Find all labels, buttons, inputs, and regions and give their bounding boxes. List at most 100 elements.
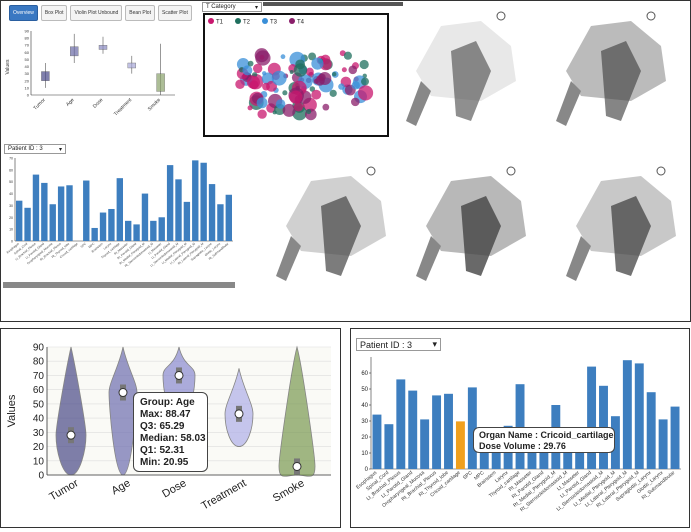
bar bbox=[66, 185, 73, 241]
category-label: Treatment bbox=[113, 97, 134, 118]
y-tick-label: 30 bbox=[9, 204, 13, 208]
anatomy-view bbox=[406, 11, 516, 126]
y-tick-label: 80 bbox=[25, 36, 30, 41]
y-tick-label: 30 bbox=[361, 419, 368, 425]
anatomy-shape bbox=[611, 196, 651, 276]
chevron-down-icon: ▾ bbox=[58, 146, 62, 153]
scatter-brush-bar[interactable] bbox=[263, 2, 403, 6]
legend-label: T4 bbox=[297, 20, 305, 26]
category-label: Tumor bbox=[47, 477, 80, 503]
scatter-point bbox=[280, 54, 286, 60]
box bbox=[98, 45, 108, 50]
y-tick-label: 40 bbox=[25, 64, 30, 69]
bar bbox=[396, 379, 406, 469]
x-tick-label: SPC bbox=[80, 241, 88, 249]
anatomy-shape bbox=[416, 236, 441, 281]
patient-select[interactable]: Patient ID : 3 ▾ bbox=[356, 338, 441, 351]
scatter-plot[interactable]: T1 T2 T3 T4 bbox=[203, 13, 389, 137]
scatter-point bbox=[348, 65, 358, 75]
bar bbox=[183, 201, 191, 241]
y-tick-label: 20 bbox=[33, 442, 45, 453]
bar bbox=[455, 421, 465, 469]
tab-violin-plot-unbound[interactable]: Violin Plot Unbound bbox=[70, 5, 123, 21]
bar bbox=[16, 200, 23, 241]
anatomy-view bbox=[276, 166, 386, 281]
bar bbox=[175, 179, 182, 241]
chevron-down-icon: ▾ bbox=[432, 339, 437, 349]
violin bbox=[108, 346, 138, 476]
anatomy-view bbox=[566, 166, 676, 281]
tab-bean-plot[interactable]: Bean Plot bbox=[125, 5, 155, 21]
scatter-point bbox=[322, 103, 330, 111]
category-label: Dose bbox=[92, 97, 105, 110]
y-tick-label: 0 bbox=[27, 93, 30, 98]
scatter-point bbox=[293, 102, 304, 112]
y-axis-label: Values bbox=[6, 394, 18, 427]
violin bbox=[278, 345, 316, 477]
scatter-point bbox=[246, 75, 260, 89]
anatomy-shape bbox=[461, 196, 501, 276]
x-tick-label: Larynx bbox=[103, 241, 113, 250]
y-tick-label: 0 bbox=[38, 471, 44, 482]
tooltip-q1: Q1: 52.31 bbox=[140, 445, 185, 456]
y-tick-label: 10 bbox=[25, 85, 30, 90]
tooltip-max: Max: 88.47 bbox=[140, 409, 191, 420]
bar bbox=[158, 217, 165, 241]
tab-scatter-plot[interactable]: Scatter Plot bbox=[157, 5, 192, 21]
scatter-point bbox=[341, 67, 347, 73]
y-tick-label: 50 bbox=[33, 399, 45, 410]
bar bbox=[515, 384, 525, 469]
anatomy-marker bbox=[506, 166, 516, 176]
anatomy-marker bbox=[646, 11, 656, 21]
scatter-point bbox=[295, 85, 300, 91]
bar bbox=[587, 366, 597, 469]
y-tick-label: 60 bbox=[361, 371, 368, 377]
bar bbox=[563, 441, 573, 469]
category-select[interactable]: T Category ▾ bbox=[202, 2, 262, 12]
violin-plot: 0 10 20 30 40 50 60 70 80 90 Values Tumor Age Dose Tre… bbox=[6, 343, 331, 512]
bar bbox=[133, 224, 140, 241]
bar bbox=[225, 194, 232, 241]
y-tick-label: 20 bbox=[9, 216, 13, 220]
tab-box-plot[interactable]: Box Plot bbox=[40, 5, 68, 21]
bar bbox=[217, 204, 224, 241]
legend-label: T3 bbox=[270, 20, 278, 26]
legend-label: T1 bbox=[216, 20, 224, 26]
scatter-point bbox=[361, 77, 370, 86]
tab-overview[interactable]: Overview bbox=[9, 5, 38, 21]
y-tick-label: 20 bbox=[25, 78, 30, 83]
scatter-point bbox=[257, 109, 267, 119]
anatomy-view bbox=[416, 166, 526, 281]
scatter-point bbox=[271, 70, 287, 86]
anatomy-view bbox=[556, 11, 666, 126]
y-tick-label: 60 bbox=[33, 385, 45, 396]
bar bbox=[384, 424, 394, 469]
horizontal-scrollbar[interactable] bbox=[3, 282, 235, 288]
bar bbox=[49, 204, 56, 241]
y-tick-label: 30 bbox=[25, 71, 30, 76]
bar bbox=[408, 390, 418, 469]
bar bbox=[420, 419, 430, 469]
scatter-point bbox=[289, 90, 303, 104]
violin bbox=[55, 346, 87, 476]
bar bbox=[646, 392, 656, 469]
box bbox=[69, 46, 79, 57]
scatter-point bbox=[311, 57, 324, 70]
category-label: Dose bbox=[160, 477, 188, 500]
anatomy-marker bbox=[656, 166, 666, 176]
scatter-point bbox=[306, 109, 312, 115]
scatter-point bbox=[293, 63, 308, 77]
bar bbox=[24, 207, 31, 241]
bar bbox=[141, 193, 149, 241]
scatter-point bbox=[351, 81, 360, 90]
bar bbox=[192, 160, 199, 241]
anatomy-marker bbox=[496, 11, 506, 21]
anatomy-marker bbox=[366, 166, 376, 176]
bar bbox=[432, 395, 442, 469]
patient-select-mini[interactable]: Patient ID : 3 ▾ bbox=[4, 144, 66, 154]
mini-bar-chart: 010203040506070EsophagusSpinal_CordLt_Br… bbox=[6, 157, 233, 268]
y-tick-label: 40 bbox=[33, 414, 45, 425]
y-tick-label: 0 bbox=[11, 240, 13, 244]
category-select-value: T Category bbox=[206, 4, 236, 10]
patient-select-mini-value: Patient ID : 3 bbox=[8, 146, 43, 152]
